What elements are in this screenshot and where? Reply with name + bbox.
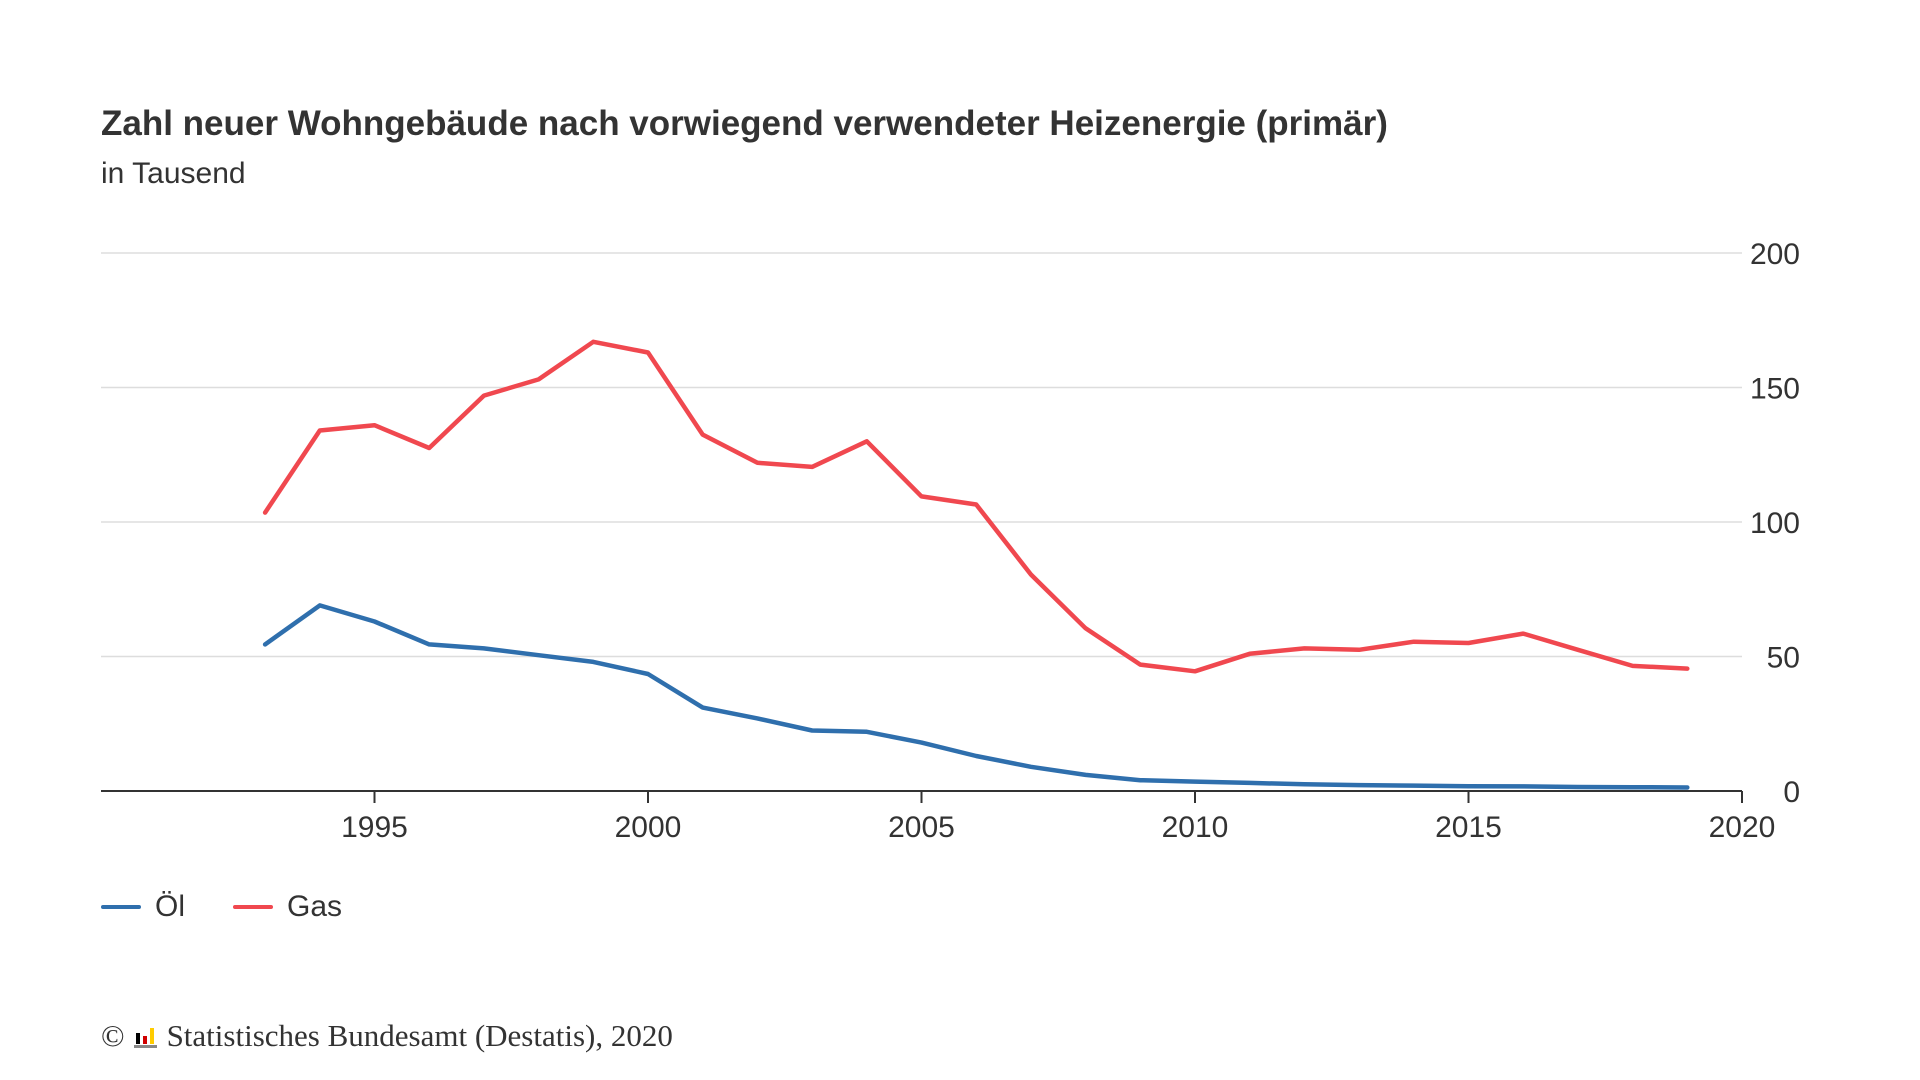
y-tick-label: 0 xyxy=(1783,776,1800,809)
legend-swatch-oel xyxy=(101,905,141,909)
tick-labels: 0 50 100 150 200 1995 2000 2005 2010 2015 2020 xyxy=(341,238,1800,844)
x-tick-label: 2010 xyxy=(1162,811,1229,844)
source-credit: © Statistisches Bundesamt (Destatis), 20… xyxy=(101,1018,673,1054)
series-lines xyxy=(262,339,1690,790)
chart-subtitle: in Tausend xyxy=(101,157,246,190)
legend-label-oel: Öl xyxy=(155,890,185,923)
x-tick-label: 2000 xyxy=(615,811,682,844)
axes xyxy=(101,790,1743,803)
copyright-symbol: © xyxy=(101,1018,125,1053)
y-tick-label: 200 xyxy=(1750,238,1800,271)
y-tick-label: 100 xyxy=(1750,507,1800,540)
legend-label-gas: Gas xyxy=(287,890,343,923)
x-tick-label: 2020 xyxy=(1709,811,1776,844)
legend-swatch-gas xyxy=(233,905,273,909)
legend: Öl Gas xyxy=(101,890,342,924)
gridlines xyxy=(101,252,1742,658)
destatis-logo-icon xyxy=(133,1028,157,1048)
chart-title: Zahl neuer Wohngebäude nach vorwiegend v… xyxy=(101,104,1388,143)
y-tick-label: 50 xyxy=(1767,642,1800,675)
x-tick-label: 1995 xyxy=(341,811,408,844)
legend-item-gas: Gas xyxy=(233,890,342,924)
x-tick-label: 2005 xyxy=(888,811,955,844)
legend-item-oel: Öl xyxy=(101,890,185,924)
x-tick-label: 2015 xyxy=(1435,811,1502,844)
series-line-gas xyxy=(262,339,1690,674)
y-tick-label: 150 xyxy=(1750,373,1800,406)
source-text: Statistisches Bundesamt (Destatis), 2020 xyxy=(166,1018,673,1053)
series-line-oel xyxy=(262,603,1690,790)
